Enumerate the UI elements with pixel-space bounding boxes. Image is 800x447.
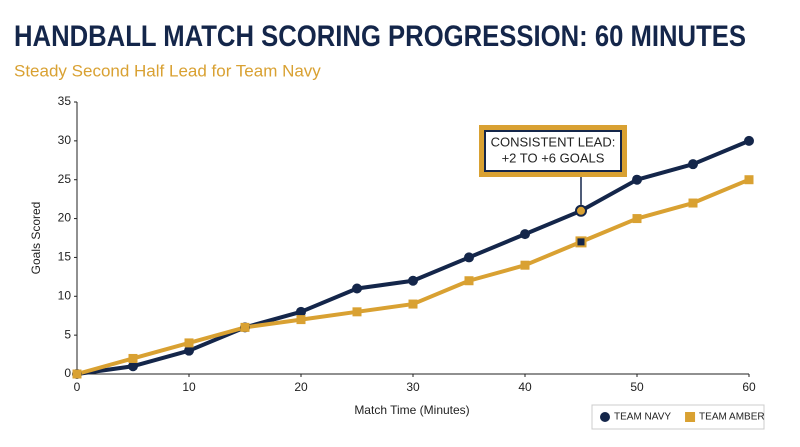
point: [408, 299, 418, 309]
point: [128, 353, 138, 363]
point: [352, 283, 362, 294]
point: [184, 345, 194, 356]
y-tick-label: 30: [58, 133, 72, 147]
point: [464, 276, 474, 286]
y-tick-label: 10: [58, 288, 72, 302]
point: [296, 315, 306, 325]
point: [575, 236, 587, 248]
x-tick-label: 20: [294, 380, 308, 394]
series-line: [76, 139, 750, 376]
x-tick-label: 40: [518, 380, 532, 394]
point: [296, 306, 306, 317]
chart-title: HANDBALL MATCH SCORING PROGRESSION: 60 M…: [14, 20, 746, 53]
x-axis-label: Match Time (Minutes): [354, 403, 469, 417]
annotation-text: +2 TO +6 GOALS: [502, 150, 605, 165]
chart-subtitle: Steady Second Half Lead for Team Navy: [14, 61, 321, 80]
y-tick-label: 25: [58, 172, 72, 186]
point: [744, 135, 754, 146]
y-tick-label: 0: [64, 366, 71, 380]
x-tick-label: 50: [630, 380, 644, 394]
point: [184, 338, 194, 348]
y-tick-label: 20: [58, 211, 72, 225]
point: [352, 307, 362, 317]
point: [128, 361, 138, 372]
point: [688, 159, 698, 170]
legend-label: TEAM NAVY: [614, 412, 671, 423]
x-tick-label: 10: [182, 380, 196, 394]
legend-marker: [685, 412, 696, 422]
x-tick-label: 60: [742, 380, 756, 394]
point: [408, 275, 418, 286]
x-tick-label: 0: [74, 380, 81, 394]
annotation-box-inner: [484, 130, 622, 172]
point: [632, 174, 642, 185]
y-tick-label: 15: [58, 250, 72, 264]
point: [688, 198, 698, 208]
point: [520, 260, 530, 270]
point: [520, 229, 530, 240]
y-axis-label: Goals Scored: [29, 202, 43, 275]
legend-box: [591, 404, 765, 430]
point: [240, 322, 250, 332]
point: [72, 369, 82, 379]
y-tick-label: 35: [58, 94, 72, 108]
legend-label: TEAM AMBER: [699, 412, 765, 423]
point: [632, 214, 642, 224]
annotation-text: CONSISTENT LEAD:: [491, 134, 616, 149]
point: [464, 252, 474, 263]
point: [744, 175, 754, 185]
point: [575, 204, 587, 217]
legend-marker: [600, 412, 610, 422]
y-tick-label: 5: [64, 327, 71, 341]
x-tick-label: 30: [406, 380, 420, 394]
